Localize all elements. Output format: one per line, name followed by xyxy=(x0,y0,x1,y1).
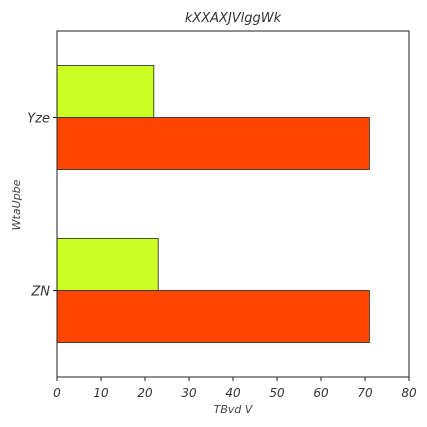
x-ticks-layer: 0 10 20 30 40 50 60 70 80 xyxy=(53,377,417,400)
x-tick-label-40: 40 xyxy=(225,386,241,400)
y-tick-label-Yze: Yze xyxy=(27,112,50,127)
x-tick-label-70: 70 xyxy=(357,386,373,400)
chart-title: kXXAXJVlggWk xyxy=(185,11,282,26)
plot-area-frame xyxy=(56,30,410,378)
x-tick-label-80: 80 xyxy=(401,386,417,400)
bar-series1-Yze xyxy=(56,65,155,118)
bar-series0-ZN xyxy=(56,290,370,343)
x-tick-label-10: 10 xyxy=(93,386,109,400)
x-tick-label-20: 20 xyxy=(137,386,153,400)
x-tick-label-30: 30 xyxy=(181,386,197,400)
bar-series0-Yze xyxy=(56,117,370,170)
x-axis-label: TBvd V xyxy=(214,403,254,416)
bars-layer xyxy=(56,65,370,343)
y-categories-layer: ZN Yze xyxy=(27,112,57,300)
bar-series1-ZN xyxy=(56,238,159,291)
x-tick-label-0: 0 xyxy=(53,386,61,400)
y-tick-label-ZN: ZN xyxy=(30,285,50,300)
y-axis-label: WtaUpbe xyxy=(10,179,23,230)
x-tick-label-60: 60 xyxy=(313,386,329,400)
x-tick-label-50: 50 xyxy=(269,386,285,400)
